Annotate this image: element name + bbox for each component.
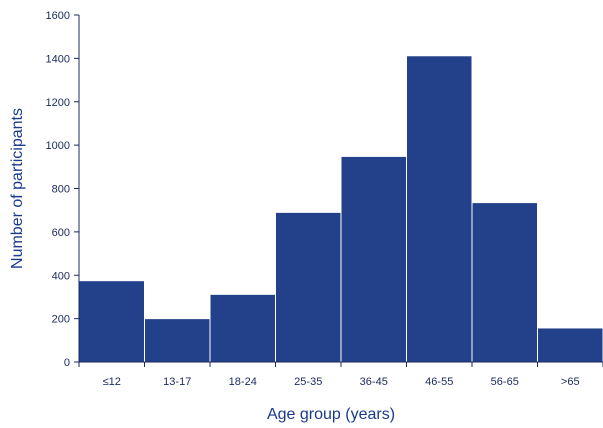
x-ticks: ≤12 13-17 18-24 25-35 36-45 46-55 56-65 >65: [78, 362, 603, 388]
bar-4: [340, 155, 407, 363]
bar-1: [144, 318, 211, 363]
y-tick-label: 400: [52, 270, 70, 282]
x-tick-label: 25-35: [294, 376, 322, 388]
bar-6: [471, 202, 538, 363]
x-tick-label: 56-65: [491, 376, 519, 388]
bar-3: [275, 211, 342, 363]
y-axis-title: Number of participants: [9, 108, 26, 269]
bar-7: [537, 327, 603, 363]
x-tick-label: 18-24: [229, 376, 257, 388]
bar-5: [406, 55, 473, 363]
y-tick-label: 1400: [46, 53, 70, 65]
bar-2: [209, 293, 276, 363]
y-tick-label: 600: [52, 227, 70, 239]
x-tick-label: ≤12: [103, 376, 121, 388]
y-tick-label: 1000: [46, 140, 70, 152]
x-tick-label: >65: [561, 376, 580, 388]
y-tick-label: 1200: [46, 97, 70, 109]
y-tick-label: 200: [52, 314, 70, 326]
x-tick-label: 36-45: [360, 376, 388, 388]
x-axis-title: Age group (years): [267, 406, 395, 423]
x-tick-label: 13-17: [163, 376, 191, 388]
y-tick-label: 1600: [46, 10, 70, 22]
x-tick-label: 46-55: [425, 376, 453, 388]
y-ticks: 0 200 400 600 800 1000 1200 1400 1600: [46, 10, 79, 369]
bars: [78, 55, 603, 363]
bar-0: [78, 280, 145, 363]
y-tick-label: 800: [52, 184, 70, 196]
y-tick-label: 0: [64, 357, 70, 369]
